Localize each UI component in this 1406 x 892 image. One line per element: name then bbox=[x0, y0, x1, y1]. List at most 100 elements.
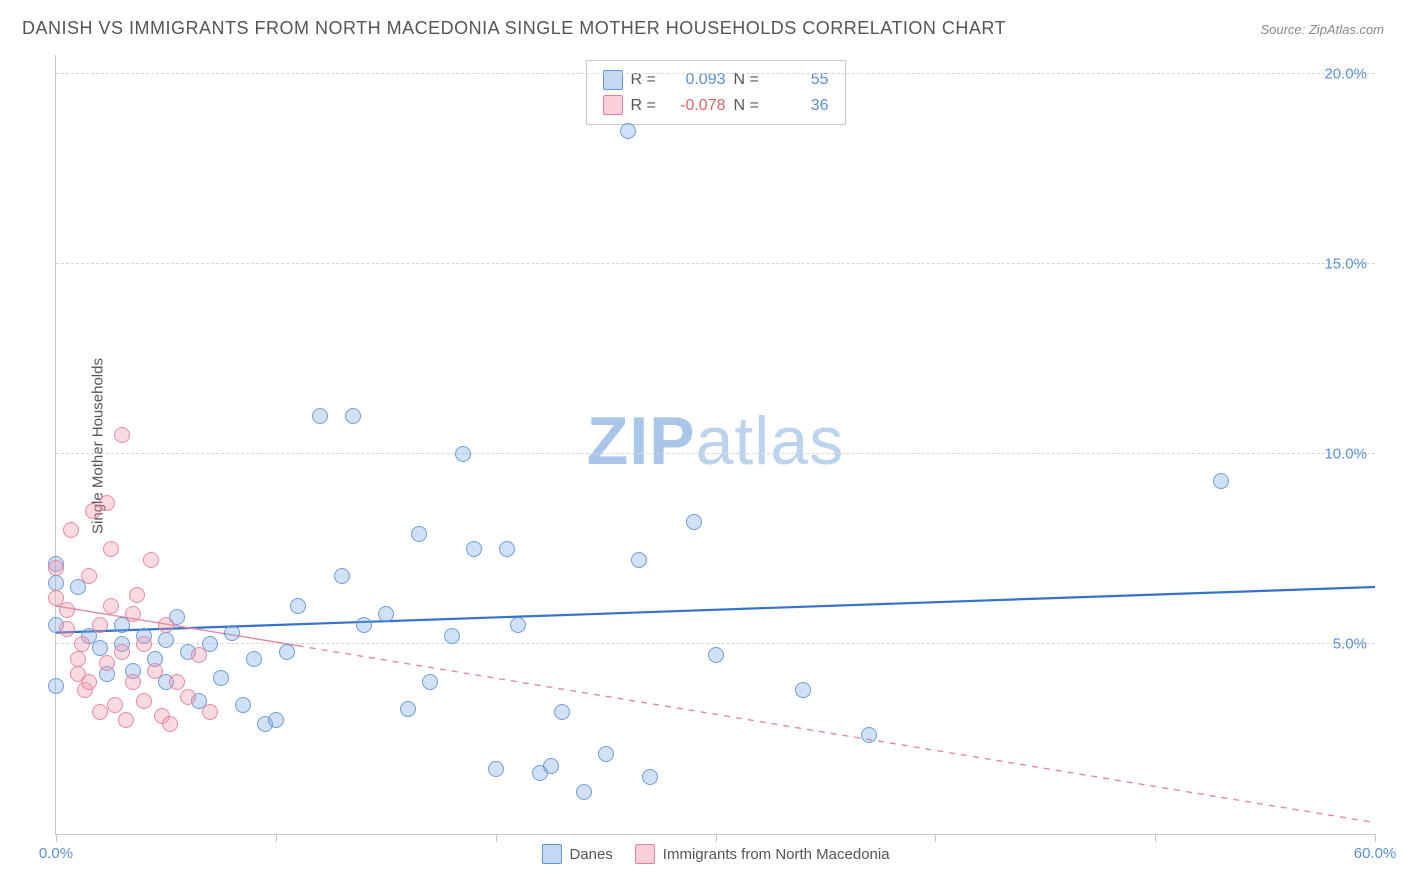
scatter-point bbox=[125, 606, 141, 622]
scatter-point bbox=[202, 704, 218, 720]
y-tick-label: 20.0% bbox=[1324, 66, 1367, 83]
scatter-point bbox=[543, 758, 559, 774]
x-tick-label: 0.0% bbox=[39, 845, 73, 862]
scatter-point bbox=[279, 644, 295, 660]
stats-n-label: N = bbox=[734, 67, 766, 93]
x-tick bbox=[56, 834, 57, 842]
scatter-point bbox=[48, 560, 64, 576]
stats-n-value-danes: 55 bbox=[774, 67, 829, 93]
watermark-bold: ZIP bbox=[587, 403, 696, 479]
scatter-point bbox=[103, 541, 119, 557]
stats-n-value-macedonia: 36 bbox=[774, 93, 829, 119]
scatter-point bbox=[136, 693, 152, 709]
stats-r-value-danes: 0.093 bbox=[671, 67, 726, 93]
watermark-text: ZIPatlas bbox=[587, 402, 844, 480]
correlation-stats-box: R = 0.093 N = 55 R = -0.078 N = 36 bbox=[586, 60, 846, 125]
scatter-point bbox=[466, 541, 482, 557]
gridline-h bbox=[56, 263, 1375, 264]
scatter-point bbox=[169, 674, 185, 690]
scatter-point bbox=[598, 746, 614, 762]
legend-item-danes: Danes bbox=[541, 844, 612, 864]
x-tick bbox=[716, 834, 717, 842]
scatter-point bbox=[99, 655, 115, 671]
bottom-legend: Danes Immigrants from North Macedonia bbox=[541, 844, 889, 864]
legend-label: Immigrants from North Macedonia bbox=[663, 846, 890, 863]
scatter-point bbox=[143, 552, 159, 568]
scatter-point bbox=[444, 628, 460, 644]
scatter-point bbox=[136, 636, 152, 652]
legend-label: Danes bbox=[569, 846, 612, 863]
scatter-point bbox=[81, 568, 97, 584]
scatter-point bbox=[70, 651, 86, 667]
scatter-point bbox=[554, 704, 570, 720]
scatter-point bbox=[334, 568, 350, 584]
scatter-point bbox=[400, 701, 416, 717]
x-tick bbox=[1155, 834, 1156, 842]
chart-title: DANISH VS IMMIGRANTS FROM NORTH MACEDONI… bbox=[22, 18, 1006, 39]
scatter-point bbox=[1213, 473, 1229, 489]
stats-row-danes: R = 0.093 N = 55 bbox=[603, 67, 829, 93]
gridline-h bbox=[56, 73, 1375, 74]
scatter-point bbox=[158, 632, 174, 648]
stats-n-label: N = bbox=[734, 93, 766, 119]
gridline-h bbox=[56, 643, 1375, 644]
scatter-point bbox=[81, 674, 97, 690]
scatter-point bbox=[191, 647, 207, 663]
stats-row-macedonia: R = -0.078 N = 36 bbox=[603, 93, 829, 119]
stats-r-value-macedonia: -0.078 bbox=[671, 93, 726, 119]
stats-r-label: R = bbox=[631, 67, 663, 93]
scatter-point bbox=[345, 408, 361, 424]
scatter-point bbox=[48, 575, 64, 591]
scatter-point bbox=[158, 617, 174, 633]
gridline-h bbox=[56, 453, 1375, 454]
x-tick bbox=[935, 834, 936, 842]
y-tick-label: 10.0% bbox=[1324, 446, 1367, 463]
scatter-point bbox=[92, 704, 108, 720]
scatter-point bbox=[378, 606, 394, 622]
swatch-pink-icon bbox=[603, 95, 623, 115]
scatter-point bbox=[114, 427, 130, 443]
scatter-point bbox=[103, 598, 119, 614]
legend-item-macedonia: Immigrants from North Macedonia bbox=[635, 844, 890, 864]
scatter-point bbox=[180, 689, 196, 705]
y-tick-label: 5.0% bbox=[1333, 636, 1367, 653]
scatter-point bbox=[268, 712, 284, 728]
scatter-point bbox=[129, 587, 145, 603]
scatter-point bbox=[74, 636, 90, 652]
scatter-point bbox=[114, 644, 130, 660]
scatter-point bbox=[213, 670, 229, 686]
x-tick bbox=[1375, 834, 1376, 842]
scatter-point bbox=[708, 647, 724, 663]
x-tick bbox=[276, 834, 277, 842]
scatter-point bbox=[235, 697, 251, 713]
stats-r-label: R = bbox=[631, 93, 663, 119]
scatter-point bbox=[861, 727, 877, 743]
scatter-plot-area: ZIPatlas R = 0.093 N = 55 R = -0.078 N =… bbox=[55, 55, 1375, 835]
scatter-point bbox=[576, 784, 592, 800]
scatter-point bbox=[455, 446, 471, 462]
scatter-point bbox=[162, 716, 178, 732]
x-tick-label: 60.0% bbox=[1354, 845, 1397, 862]
scatter-point bbox=[107, 697, 123, 713]
scatter-point bbox=[642, 769, 658, 785]
scatter-point bbox=[59, 602, 75, 618]
scatter-point bbox=[312, 408, 328, 424]
scatter-point bbox=[631, 552, 647, 568]
scatter-point bbox=[422, 674, 438, 690]
scatter-point bbox=[620, 123, 636, 139]
scatter-point bbox=[499, 541, 515, 557]
scatter-point bbox=[488, 761, 504, 777]
scatter-point bbox=[63, 522, 79, 538]
y-tick-label: 15.0% bbox=[1324, 256, 1367, 273]
swatch-pink-icon bbox=[635, 844, 655, 864]
swatch-blue-icon bbox=[541, 844, 561, 864]
scatter-point bbox=[411, 526, 427, 542]
watermark-rest: atlas bbox=[696, 403, 845, 479]
x-tick bbox=[496, 834, 497, 842]
scatter-point bbox=[224, 625, 240, 641]
scatter-point bbox=[99, 495, 115, 511]
scatter-point bbox=[246, 651, 262, 667]
scatter-point bbox=[92, 617, 108, 633]
source-attribution: Source: ZipAtlas.com bbox=[1260, 22, 1384, 37]
scatter-point bbox=[290, 598, 306, 614]
